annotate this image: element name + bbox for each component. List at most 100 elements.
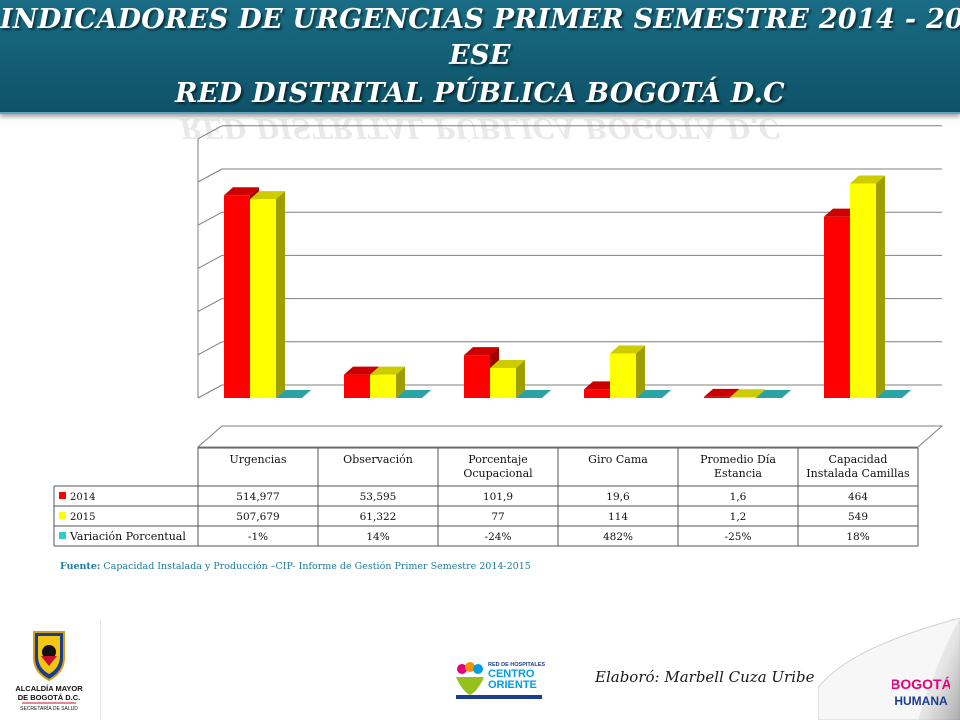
bar-top [370, 366, 405, 375]
bar-front [344, 374, 370, 398]
gridline-side [197, 384, 223, 399]
bar-front [850, 183, 876, 398]
title-line-1: INDICADORES DE URGENCIAS PRIMER SEMESTRE… [0, 4, 960, 35]
bar-top [876, 390, 911, 398]
bar-2-3 [490, 359, 525, 398]
data-label: 507,679 [236, 511, 279, 523]
alcaldia-line-1: ALCALDÍA MAYOR [15, 684, 83, 693]
bar-top [636, 390, 671, 398]
legend-swatch [59, 532, 66, 539]
legend-label: 2015 [70, 512, 95, 523]
bar-front [704, 396, 730, 398]
bar-3-5 [756, 390, 791, 398]
category-label: Capacidad Instalada Camillas [806, 453, 910, 480]
bar-top [250, 191, 285, 200]
source-text: Capacidad Instalada y Producción –CIP- I… [103, 561, 531, 572]
category-label: Promedio Día Estancia [700, 453, 776, 480]
bar-front [370, 374, 396, 398]
bar-side [276, 191, 285, 398]
data-label: 19,6 [606, 491, 630, 503]
legend-swatch [59, 512, 66, 519]
bar-top [850, 175, 885, 184]
category-label: Observación [343, 453, 413, 466]
bar-top [730, 389, 765, 398]
bar-3-2 [396, 390, 431, 398]
bar-front [464, 355, 490, 398]
source-label: Fuente: [60, 561, 101, 572]
bar-front [584, 389, 610, 398]
data-label: -25% [725, 531, 752, 543]
title-line-2: ESE [449, 40, 511, 71]
centro-line-3: ORIENTE [488, 679, 537, 691]
bar-top [464, 347, 499, 356]
bar-front [824, 216, 850, 398]
bar-3-4 [636, 390, 671, 398]
title-banner: INDICADORES DE URGENCIAS PRIMER SEMESTRE… [0, 0, 960, 114]
bar-top [276, 390, 311, 398]
source-note: Fuente: Capacidad Instalada y Producción… [60, 561, 531, 572]
bar-side [396, 366, 405, 398]
chart-floor [196, 425, 944, 448]
gridline-side [197, 125, 223, 140]
centro-oriente-logo: RED DE HOSPITALES CENTRO ORIENTE [456, 662, 545, 699]
bar-top [516, 390, 551, 398]
bar-chart: Urgencias Observación Porcentaje Ocupaciona… [53, 125, 944, 547]
data-label: 1,2 [730, 511, 747, 523]
category-label: Giro Cama [588, 453, 648, 466]
chart-bars [224, 175, 911, 398]
bar-2-5 [730, 389, 765, 398]
title-line-3: RED DISTRITAL PÚBLICA BOGOTÁ D.C [175, 78, 785, 109]
legend-label: 2014 [70, 492, 95, 503]
data-label: 464 [848, 491, 868, 503]
centro-line-1: RED DE HOSPITALES [488, 662, 545, 668]
gridline-side [197, 211, 223, 226]
alcaldia-line-2: DE BOGOTÁ D.C. [18, 693, 81, 702]
bar-top [490, 359, 525, 368]
data-label: 114 [608, 511, 628, 523]
data-table: Urgencias Observación Porcentaje Ocupaciona… [53, 447, 919, 547]
alcaldia-logo: ALCALDÍA MAYOR DE BOGOTÁ D.C. SECRETARÍA… [15, 631, 83, 712]
bar-3-1 [276, 390, 311, 398]
bar-2-1 [250, 191, 285, 398]
bar-2-2 [370, 366, 405, 398]
data-label: 514,977 [236, 491, 279, 503]
bar-front [250, 199, 276, 398]
data-label: -24% [485, 531, 512, 543]
gridline-side [197, 254, 223, 269]
data-label: 14% [366, 531, 389, 543]
bar-top [396, 390, 431, 398]
legend-swatch [59, 492, 66, 499]
bar-3-3 [516, 390, 551, 398]
floor-plane [196, 425, 944, 448]
data-label: 61,322 [360, 511, 397, 523]
bar-front [224, 195, 250, 398]
bogota-humana-logo: BOGOTÁ HUMANA [892, 676, 950, 708]
chart-gridlines [197, 125, 942, 399]
category-label: Urgencias [229, 453, 286, 466]
data-label: 77 [491, 511, 504, 523]
bar-3-6 [876, 390, 911, 398]
bogota-line-1: BOGOTÁ [892, 676, 950, 692]
bar-top [610, 345, 645, 354]
bar-side [756, 389, 765, 398]
bar-front [730, 397, 756, 398]
legend-label: Variación Porcentual [69, 530, 186, 543]
bar-top [224, 187, 259, 196]
bogota-line-2: HUMANA [894, 694, 948, 708]
bar-side [876, 175, 885, 398]
bar-side [516, 359, 525, 398]
centro-line-2: CENTRO [488, 668, 535, 680]
data-label: 53,595 [360, 491, 397, 503]
data-label: 18% [846, 531, 869, 543]
gridline-side [197, 298, 223, 313]
gridline-side [197, 168, 223, 183]
data-label: 101,9 [483, 491, 513, 503]
data-label: 549 [848, 511, 868, 523]
gridline-side [197, 341, 223, 356]
data-label: 1,6 [730, 491, 747, 503]
author-credit: Elaboró: Marbell Cuza Uribe [595, 668, 815, 686]
category-label: Porcentaje Ocupacional [463, 453, 533, 480]
bar-front [490, 367, 516, 398]
bar-top [344, 366, 379, 375]
bar-side [636, 345, 645, 398]
